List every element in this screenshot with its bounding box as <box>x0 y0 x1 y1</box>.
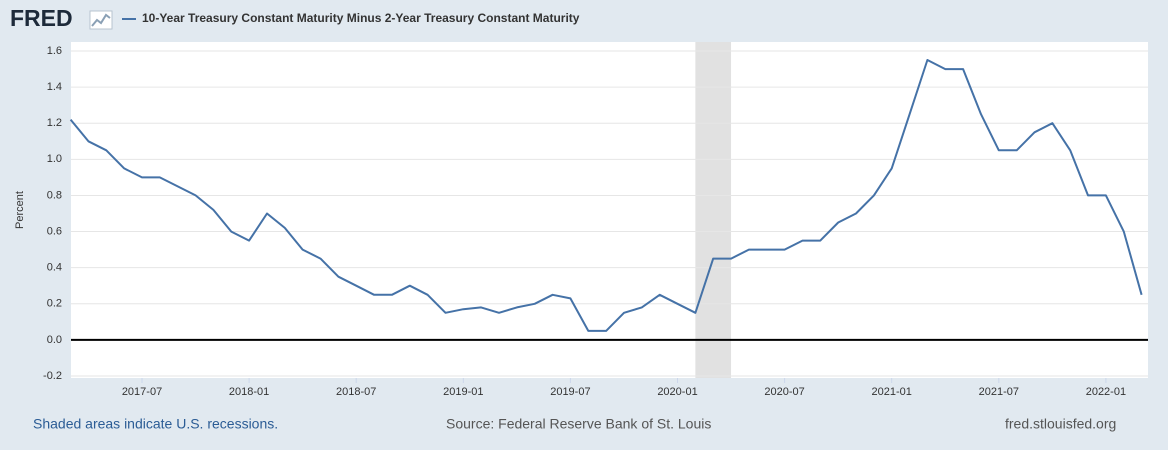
x-tick-label: 2021-01 <box>872 386 912 398</box>
x-tick-label: 2019-01 <box>443 386 483 398</box>
x-tick-label: 2019-07 <box>550 386 590 398</box>
y-tick-label: 0.6 <box>47 225 62 237</box>
plot-area <box>71 42 1148 378</box>
series-line <box>69 59 1143 332</box>
logo-icon <box>89 10 113 30</box>
legend-label: 10-Year Treasury Constant Maturity Minus… <box>142 11 580 25</box>
recession-shade <box>695 42 732 378</box>
y-tick-label: 0.4 <box>47 262 62 274</box>
x-tick-label: 2020-07 <box>764 386 804 398</box>
y-axis-label: Percent <box>14 191 26 229</box>
logo[interactable]: FRED <box>10 5 73 31</box>
y-tick-label: 0.2 <box>47 298 62 310</box>
y-tick-label: -0.2 <box>43 370 62 382</box>
y-tick-label: 1.6 <box>47 45 62 57</box>
x-tick-label: 2022-01 <box>1086 386 1126 398</box>
y-tick-label: 0.8 <box>47 189 62 201</box>
y-tick-label: 1.0 <box>47 153 62 165</box>
x-tick-label: 2020-01 <box>657 386 697 398</box>
x-tick-label: 2021-07 <box>979 386 1019 398</box>
recession-note[interactable]: Shaded areas indicate U.S. recessions. <box>33 416 278 432</box>
y-tick-label: 0.0 <box>47 334 62 346</box>
y-tick-label: 1.4 <box>47 81 62 93</box>
x-tick-label: 2018-01 <box>229 386 269 398</box>
y-tick-label: 1.2 <box>47 117 62 129</box>
source: Source: Federal Reserve Bank of St. Loui… <box>446 416 711 432</box>
x-tick-label: 2017-07 <box>122 386 162 398</box>
site-url[interactable]: fred.stlouisfed.org <box>1005 416 1116 432</box>
x-tick-label: 2018-07 <box>336 386 376 398</box>
